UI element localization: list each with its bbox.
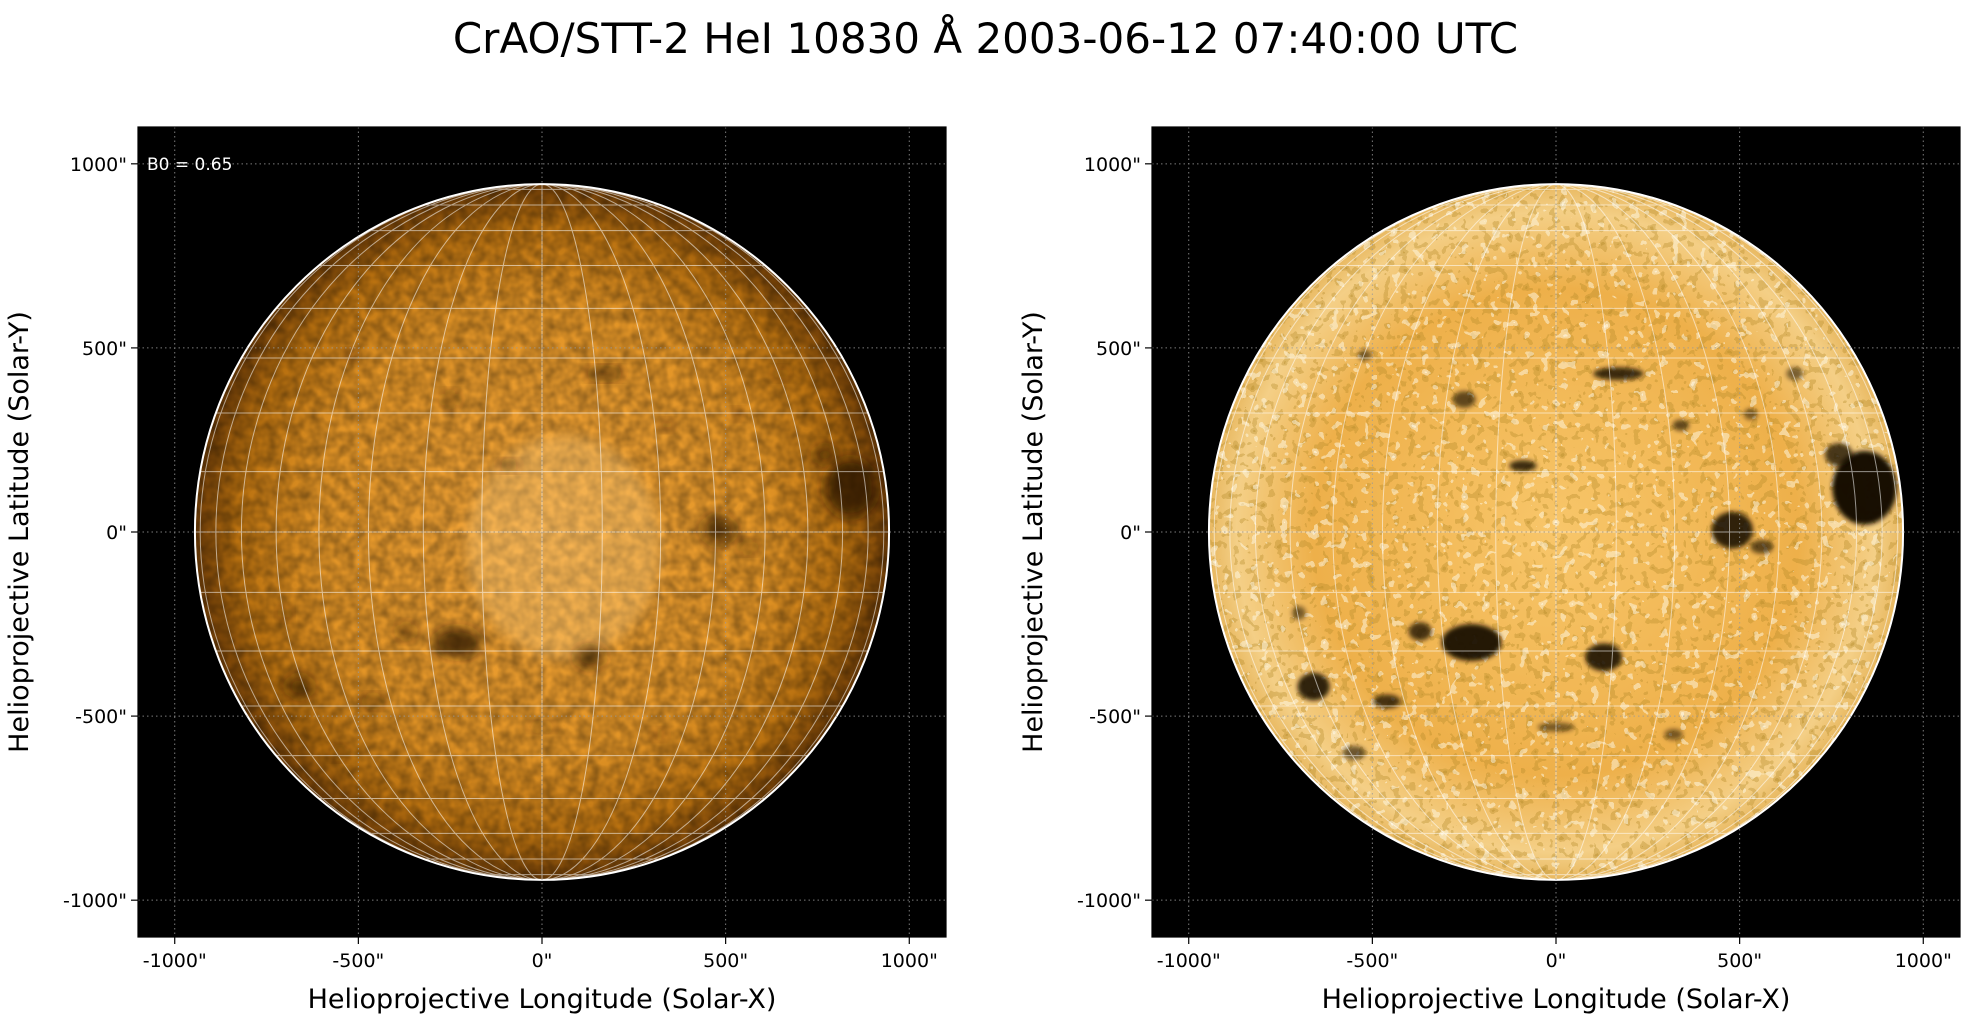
dark-feature — [1672, 419, 1690, 431]
dark-feature — [286, 675, 313, 698]
dark-feature — [774, 368, 788, 379]
y-tick-label: -500" — [75, 706, 127, 728]
dark-feature — [575, 646, 605, 669]
dark-feature — [1711, 511, 1753, 549]
x-tick-label: -1000" — [1157, 950, 1221, 972]
dark-feature — [1786, 367, 1803, 381]
dark-feature — [279, 607, 291, 619]
figure-title: CrAO/STT-2 HeI 10830 Å 2003-06-12 07:40:… — [452, 14, 1519, 63]
x-tick-label: 1000" — [1895, 950, 1952, 972]
x-axis-label: Helioprojective Longitude (Solar-X) — [308, 984, 777, 1015]
x-axis-label: Helioprojective Longitude (Solar-X) — [1322, 984, 1791, 1015]
y-tick-label: -1000" — [1077, 890, 1141, 912]
x-tick-label: 1000" — [881, 950, 938, 972]
dark-feature — [362, 695, 385, 707]
y-tick-label: 1000" — [1084, 154, 1141, 176]
dark-feature — [1743, 408, 1758, 420]
dark-feature — [396, 624, 416, 639]
dark-feature — [1373, 694, 1401, 709]
dark-feature — [1452, 391, 1476, 408]
dark-feature — [1509, 460, 1537, 472]
x-tick-label: 500" — [1717, 950, 1762, 972]
y-axis-label: Helioprojective Latitude (Solar-Y) — [4, 311, 35, 753]
x-tick-label: -1000" — [143, 950, 207, 972]
dark-feature — [433, 627, 482, 658]
x-tick-label: 0" — [1546, 950, 1567, 972]
left-solar-panel: -1000" 1000" -500" 500" 0" 0" 500" -500" 1000" -1… — [4, 126, 947, 1015]
y-tick-label: -1000" — [63, 890, 127, 912]
y-axis-label: Helioprojective Latitude (Solar-Y) — [1018, 311, 1049, 753]
dark-feature — [441, 392, 460, 407]
dark-feature — [1441, 624, 1502, 661]
dark-feature — [1292, 606, 1306, 620]
dark-feature — [497, 461, 520, 471]
dark-feature — [1664, 728, 1683, 741]
y-tick-label: 500" — [1096, 338, 1141, 360]
dark-feature — [1585, 643, 1623, 671]
x-tick-label: 0" — [532, 950, 553, 972]
dark-feature — [652, 730, 667, 739]
dark-feature — [813, 445, 836, 464]
x-tick-label: -500" — [332, 950, 384, 972]
dark-feature — [1750, 539, 1774, 554]
b0-annotation: B0 = 0.65 — [147, 155, 232, 175]
dark-feature — [1408, 622, 1432, 641]
y-tick-label: -500" — [1089, 706, 1141, 728]
y-tick-label: 0" — [106, 522, 127, 544]
heliographic-grid — [1208, 184, 1904, 880]
x-tick-label: 500" — [703, 950, 748, 972]
y-tick-label: 1000" — [70, 154, 127, 176]
dark-feature — [584, 368, 625, 379]
dark-feature — [345, 350, 357, 360]
dark-feature — [701, 515, 735, 545]
dark-feature — [1593, 367, 1644, 381]
y-tick-label: 500" — [82, 338, 127, 360]
dark-feature — [1832, 451, 1897, 525]
dark-feature — [660, 420, 674, 430]
dark-feature — [731, 409, 743, 419]
dark-feature — [1297, 672, 1330, 701]
helioprojective-grid — [1152, 127, 1960, 937]
x-tick-label: -500" — [1346, 950, 1398, 972]
y-tick-label: 0" — [1120, 522, 1141, 544]
right-solar-panel: -1000" 1000" -500" 500" 0" 0" 500" -500" 1000" -1… — [1018, 126, 1961, 1015]
dark-feature — [738, 541, 757, 553]
dark-feature — [1825, 443, 1853, 467]
dark-feature — [824, 458, 877, 518]
helioprojective-grid — [138, 127, 946, 937]
